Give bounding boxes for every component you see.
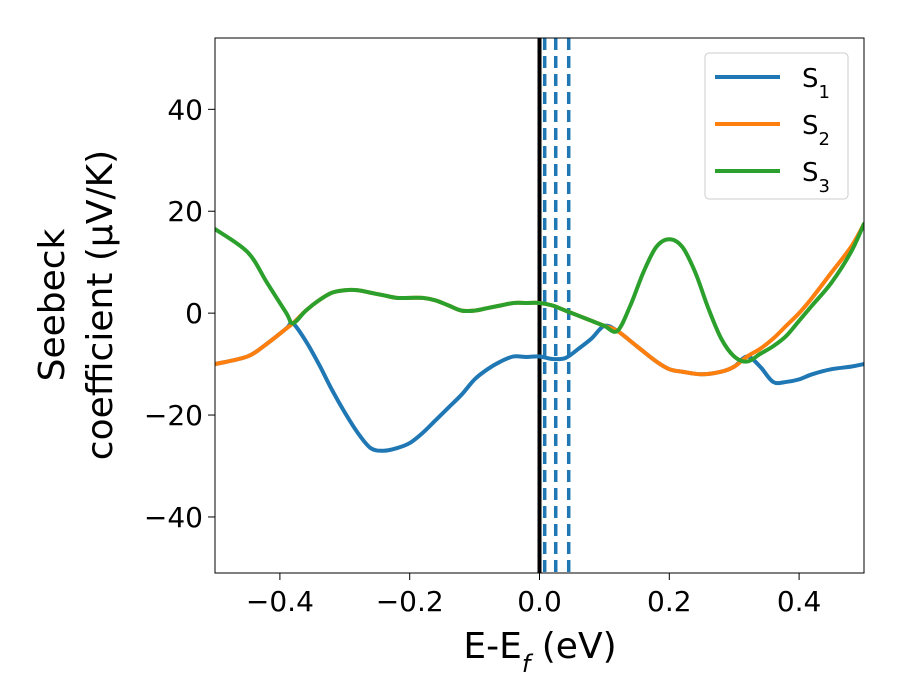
y-axis-title: Seebeck coefficient (μV/K)	[32, 150, 121, 460]
y-axis-title-line1: Seebeck	[32, 228, 73, 381]
series-line-s3	[215, 221, 864, 364]
y-axis-ticks: −40 −20 0 20 40	[144, 93, 215, 534]
x-axis-ticks: −0.4 −0.2 0.0 0.2 0.4	[246, 573, 821, 618]
x-tick-label: 0.4	[777, 585, 822, 618]
x-tick-label: −0.4	[246, 585, 314, 618]
x-tick-label: 0.2	[647, 585, 692, 618]
x-axis-title: E-Ef (eV)	[463, 626, 616, 678]
x-tick-label: −0.2	[376, 585, 444, 618]
vertical-reference-lines	[537, 38, 571, 573]
legend-item-s3: S3	[715, 158, 830, 197]
legend-label-s3: S3	[802, 158, 830, 197]
series-lines	[215, 221, 864, 453]
legend-item-s1: S1	[715, 64, 830, 103]
y-tick-label: 40	[167, 93, 203, 126]
legend: S1 S2 S3	[704, 52, 849, 200]
y-tick-label: 20	[167, 195, 203, 228]
legend-label-s1: S1	[802, 64, 830, 103]
y-tick-label: 0	[185, 297, 203, 330]
y-axis-title-line2: coefficient (μV/K)	[80, 150, 121, 460]
x-tick-label: 0.0	[517, 585, 562, 618]
legend-label-s2: S2	[802, 111, 830, 150]
y-tick-label: −20	[144, 399, 203, 432]
legend-item-s2: S2	[715, 111, 830, 150]
y-tick-label: −40	[144, 501, 203, 534]
